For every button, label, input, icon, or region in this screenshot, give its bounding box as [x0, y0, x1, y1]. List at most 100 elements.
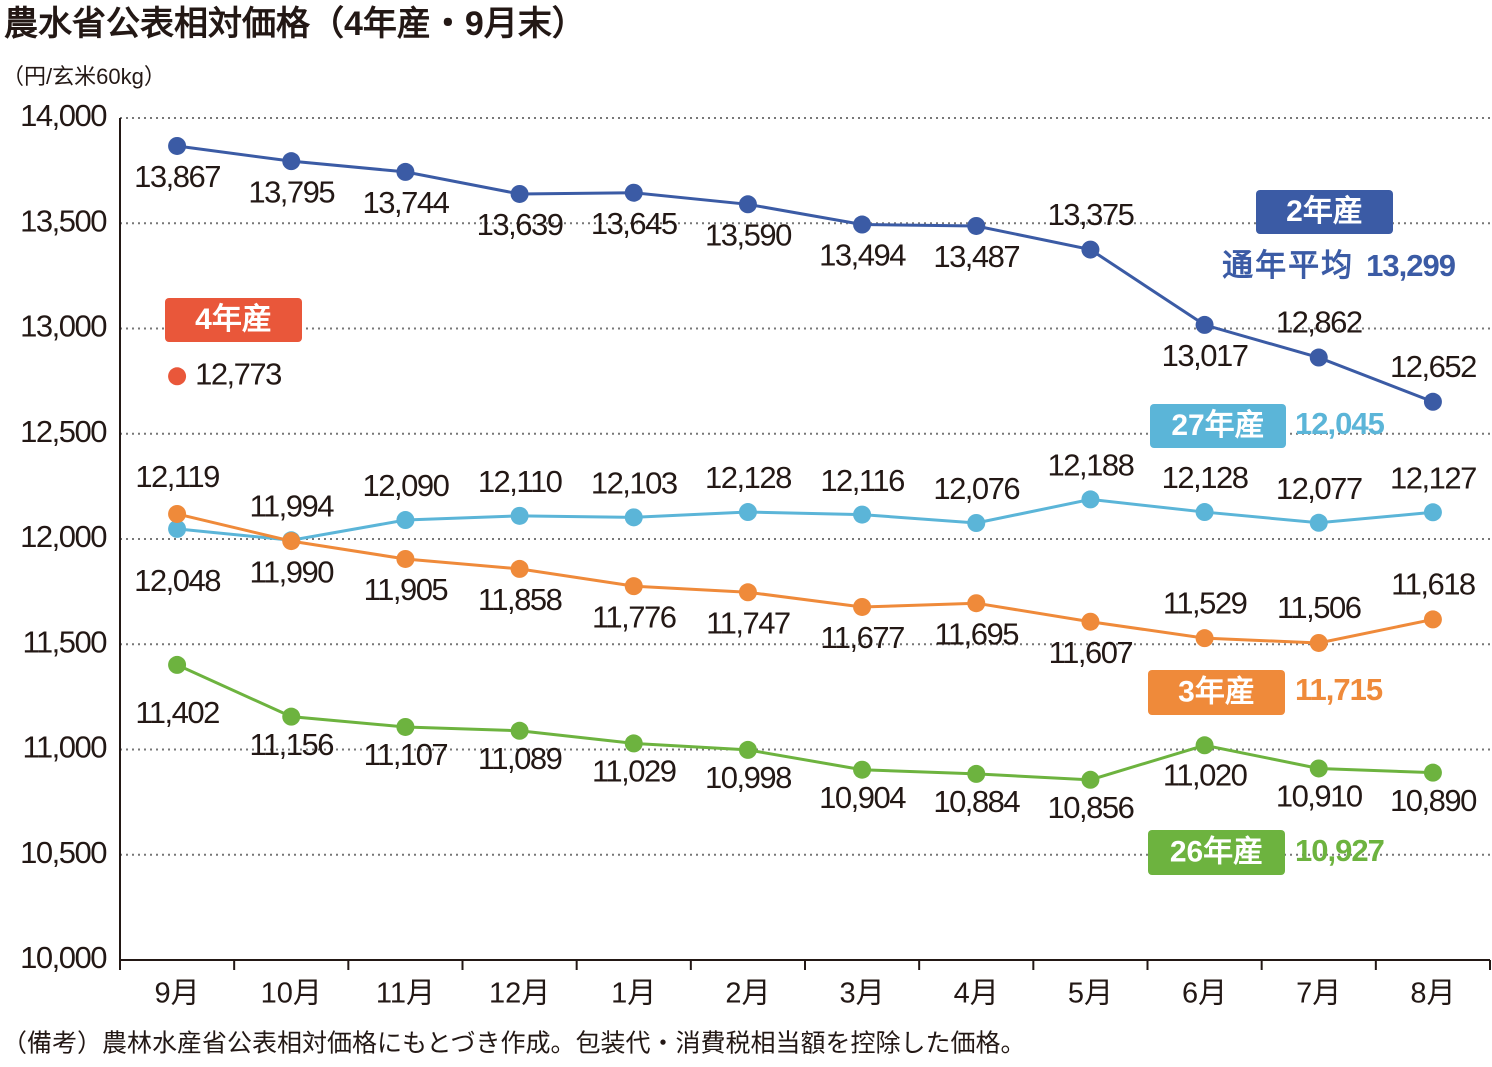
y-tick-label: 10,500: [20, 835, 107, 870]
data-label: 11,402: [135, 695, 219, 730]
data-label: 12,119: [135, 459, 219, 494]
data-point: [282, 152, 301, 171]
data-label: 11,529: [1163, 585, 1247, 620]
data-point: [1195, 629, 1214, 648]
data-point: [168, 519, 187, 538]
data-point: [396, 549, 415, 568]
data-label: 12,127: [1390, 460, 1476, 495]
data-label: 11,156: [249, 727, 333, 762]
y-tick-label: 13,000: [20, 309, 107, 344]
y-tick-label: 14,000: [20, 98, 107, 133]
data-point: [1423, 610, 1442, 629]
data-point: [396, 511, 415, 530]
average-part: 11,715: [1295, 672, 1383, 707]
data-point: [853, 760, 872, 779]
legend-box: [165, 298, 302, 342]
data-point: [1309, 633, 1328, 652]
data-label: 13,867: [134, 159, 220, 194]
data-point: [1309, 759, 1328, 778]
data-label: 11,107: [364, 737, 448, 772]
data-label: 13,590: [705, 217, 792, 252]
data-label: 12,077: [1276, 471, 1362, 506]
data-label: 11,695: [934, 616, 1018, 651]
data-label: 13,487: [933, 239, 1019, 274]
data-label: 13,494: [819, 238, 906, 273]
data-point: [738, 503, 757, 522]
data-label: 13,017: [1162, 338, 1248, 373]
data-label: 10,910: [1276, 779, 1363, 814]
y-tick-label: 12,000: [20, 519, 107, 554]
data-point: [510, 721, 529, 740]
data-label: 12,128: [705, 460, 791, 495]
data-label: 12,862: [1276, 305, 1362, 340]
data-point: [1309, 348, 1328, 367]
data-point: [282, 707, 301, 726]
data-point: [1081, 240, 1100, 259]
data-point: [1309, 513, 1328, 532]
x-tick-label: 1月: [611, 978, 656, 1010]
data-point: [624, 734, 643, 753]
data-label: 13,375: [1048, 197, 1134, 232]
data-label: 11,858: [478, 582, 562, 617]
data-point: [282, 532, 301, 551]
legend-box: [1148, 670, 1285, 715]
data-point: [168, 367, 187, 386]
data-point: [396, 162, 415, 181]
data-label: 12,048: [134, 563, 220, 598]
data-label: 11,776: [592, 599, 676, 634]
data-label: 11,020: [1163, 757, 1248, 792]
series-line: [176, 497, 1434, 542]
legend-label: 27年産: [1171, 409, 1264, 442]
average-part: 10,927: [1295, 833, 1384, 868]
data-point: [510, 184, 529, 203]
series-average: 11,715: [1295, 672, 1383, 707]
y-tick-label: 10,000: [20, 940, 107, 975]
data-point: [1081, 770, 1100, 789]
data-label: 12,128: [1162, 460, 1248, 495]
data-label: 13,795: [248, 174, 334, 209]
data-point: [1423, 763, 1442, 782]
data-point: [624, 577, 643, 596]
series-line: [176, 144, 1434, 404]
x-tick-label: 4月: [954, 978, 999, 1010]
y-tick-label: 11,500: [22, 624, 107, 659]
data-label: 10,890: [1390, 783, 1477, 818]
data-label: 11,990: [249, 554, 334, 589]
x-tick-label: 8月: [1410, 978, 1455, 1010]
x-tick-label: 7月: [1296, 978, 1341, 1010]
y-unit: （円/玄米60kg）: [2, 64, 166, 89]
data-label: 12,103: [591, 466, 677, 501]
x-tick-label: 9月: [155, 978, 200, 1010]
series-average: 12,045: [1295, 406, 1385, 441]
series-line: [176, 663, 1433, 782]
data-label: 11,618: [1391, 567, 1475, 602]
data-point: [738, 583, 757, 602]
legend-box: [1256, 190, 1393, 234]
data-point: [967, 594, 986, 613]
legend-label: 3年産: [1178, 675, 1255, 708]
data-label: 12,188: [1048, 448, 1134, 483]
data-point: [853, 215, 872, 234]
data-point: [1195, 736, 1214, 755]
data-label: 12,116: [820, 463, 904, 498]
data-point: [1081, 612, 1100, 631]
data-point: [967, 764, 986, 783]
data-label: 13,744: [363, 185, 450, 220]
note: （備考）農林水産省公表相対価格にもとづき作成。包装代・消費税相当額を控除した価格…: [2, 1030, 1026, 1058]
data-label: 12,110: [478, 464, 563, 499]
series-average: 10,927: [1295, 833, 1384, 868]
chart-title: 農水省公表相対価格（4年産・9月末）: [4, 4, 586, 43]
x-tick-label: 6月: [1182, 978, 1227, 1010]
data-point: [1423, 503, 1442, 522]
y-tick-label: 12,500: [20, 414, 107, 449]
data-point: [624, 508, 643, 527]
data-point: [853, 505, 872, 524]
x-tick-label: 11月: [376, 978, 435, 1010]
data-point: [510, 506, 529, 525]
data-point: [168, 136, 187, 155]
legend-label: 4年産: [195, 303, 272, 336]
y-tick-label: 13,500: [20, 203, 107, 238]
data-label: 11,607: [1049, 635, 1133, 670]
data-label: 11,089: [478, 741, 562, 776]
data-point: [1081, 490, 1100, 509]
